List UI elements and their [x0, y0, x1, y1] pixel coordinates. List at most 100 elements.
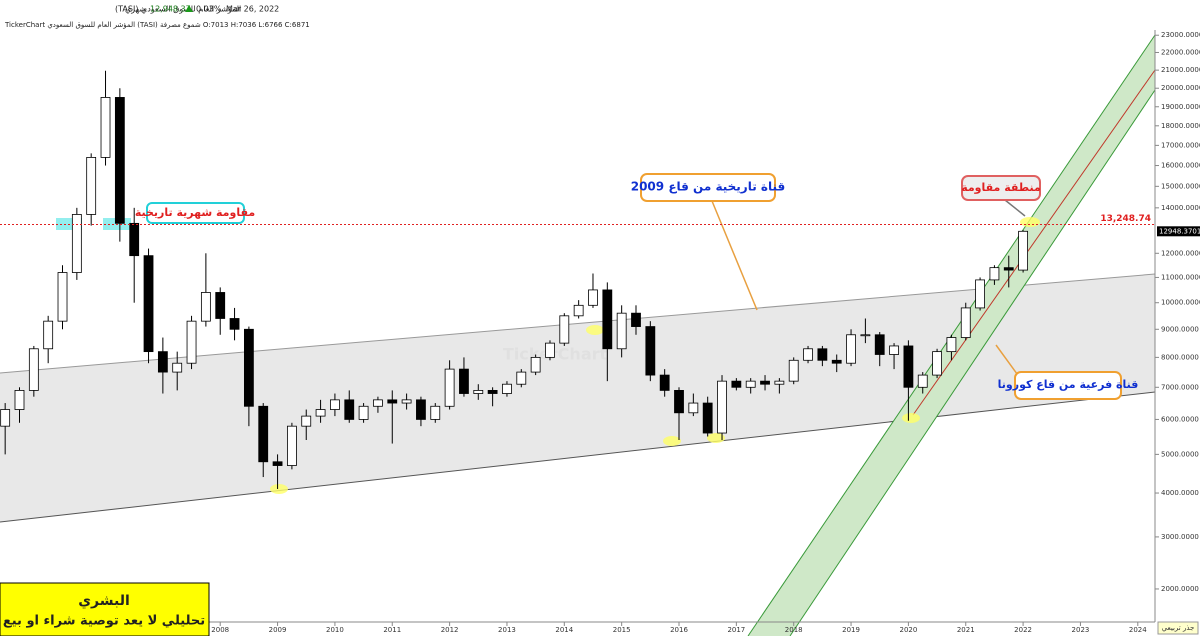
x-tick-label: 2009	[269, 626, 287, 634]
disclaimer: تحليلي لا يعد توصية شراء او بيع	[3, 614, 205, 629]
candle-body	[702, 402, 713, 434]
y-tick-label: 3000.0000	[1161, 533, 1199, 541]
y-tick-label: 6000.0000	[1161, 415, 1199, 423]
candle-body	[903, 345, 914, 388]
candle-body	[157, 351, 168, 373]
candle-body	[889, 345, 899, 355]
candle-body	[1003, 267, 1014, 271]
y-tick-label: 14000.0000	[1161, 204, 1200, 212]
candle-body	[401, 399, 412, 404]
candle-body	[114, 97, 125, 224]
x-tick-label: 2012	[441, 626, 459, 634]
candle-body	[487, 389, 498, 394]
candle-body	[272, 461, 283, 466]
arrow	[711, 200, 758, 311]
candle-body	[774, 380, 785, 385]
x-tick-label: 2021	[957, 626, 975, 634]
candle-body	[1018, 230, 1028, 271]
candle-body	[330, 399, 340, 410]
y-tick-label: 20000.0000	[1161, 84, 1200, 92]
x-tick-label: 2008	[211, 626, 229, 634]
candle-body	[430, 405, 441, 420]
candle-body	[831, 359, 842, 364]
candle-body	[186, 320, 197, 364]
candle-body	[143, 255, 154, 353]
x-tick-label: 2010	[326, 626, 344, 634]
y-tick-label: 2000.0000	[1161, 585, 1199, 593]
x-tick-label: 2023	[1072, 626, 1090, 634]
change: 0.03%	[196, 5, 222, 14]
candle-body	[817, 348, 828, 361]
candle-body	[788, 359, 799, 382]
x-tick-label: 2018	[785, 626, 803, 634]
candle-body	[172, 362, 183, 373]
candle-body	[803, 348, 813, 361]
y-tick-label: 7000.0000	[1161, 383, 1199, 391]
candle-body	[43, 320, 54, 350]
candle-body	[731, 380, 742, 388]
candle-body	[530, 356, 541, 373]
candle-body	[129, 222, 140, 257]
y-tick-label: 17000.0000	[1161, 141, 1200, 149]
candle-body	[200, 292, 211, 322]
x-tick-label: 2013	[498, 626, 516, 634]
x-tick-label: 2024	[1129, 626, 1147, 634]
candle-body	[688, 402, 699, 414]
y-tick-label: 5000.0000	[1161, 450, 1199, 458]
disclaimer-box	[0, 582, 210, 636]
y-tick-label: 10000.0000	[1161, 299, 1200, 307]
candle-body	[459, 368, 469, 394]
last-price: 12948.3701	[1159, 227, 1200, 235]
scale-label: جذر تربيعي	[1162, 624, 1195, 632]
x-tick-label: 2022	[1014, 626, 1032, 634]
candle-body	[243, 328, 254, 407]
candle-body	[516, 371, 527, 385]
note: قناة تاريخية من قاع 2009	[631, 180, 786, 194]
resistance-label: 13,248.74	[1100, 214, 1151, 224]
candle-body	[258, 405, 269, 463]
candle-body	[473, 389, 484, 394]
info-line: TickerChart المؤشر العام للسوق السعودي (…	[4, 21, 310, 29]
candle-body	[588, 289, 598, 306]
candle-body	[86, 156, 97, 215]
candle-body	[745, 380, 756, 388]
y-tick-label: 12000.0000	[1161, 249, 1200, 257]
candle-body	[989, 267, 1000, 281]
header-title: المؤشر العام للسوق السعودي (TASI)	[115, 5, 241, 14]
x-tick-label: 2016	[670, 626, 688, 634]
candle-body	[57, 272, 68, 322]
candle-body	[14, 389, 25, 410]
y-tick-label: 4000.0000	[1161, 489, 1199, 497]
channel-lower	[0, 391, 1156, 523]
candle-body	[387, 399, 398, 404]
scale-box	[1157, 621, 1199, 635]
candle-body	[215, 292, 226, 319]
corona-lower	[789, 89, 1156, 636]
y-tick-label: 9000.0000	[1161, 325, 1199, 333]
x-tick-label: 2019	[842, 626, 860, 634]
candle-body	[860, 334, 871, 337]
candle-body	[559, 315, 570, 344]
candle-body	[416, 399, 426, 420]
candle-body	[717, 380, 727, 434]
note: قناة فرعية من قاع كورونا	[998, 378, 1139, 391]
note-box	[961, 175, 1041, 201]
price: 12,948.37	[150, 5, 191, 14]
candle-body	[373, 399, 383, 407]
x-tick-label: 2017	[727, 626, 745, 634]
corona-support	[912, 69, 1156, 416]
candle-body	[659, 374, 670, 391]
candle-body	[631, 312, 641, 327]
highlights	[270, 217, 1040, 494]
candle-body	[874, 334, 885, 355]
x-tick-label: 2020	[899, 626, 917, 634]
x-tick-label: 2014	[555, 626, 573, 634]
candle-body	[545, 342, 555, 358]
candle-body	[100, 97, 111, 158]
y-tick-label: 19000.0000	[1161, 103, 1200, 111]
note-box	[1014, 371, 1122, 400]
candle-body	[645, 326, 656, 376]
arrow	[995, 344, 1021, 379]
candle-body	[674, 389, 684, 414]
